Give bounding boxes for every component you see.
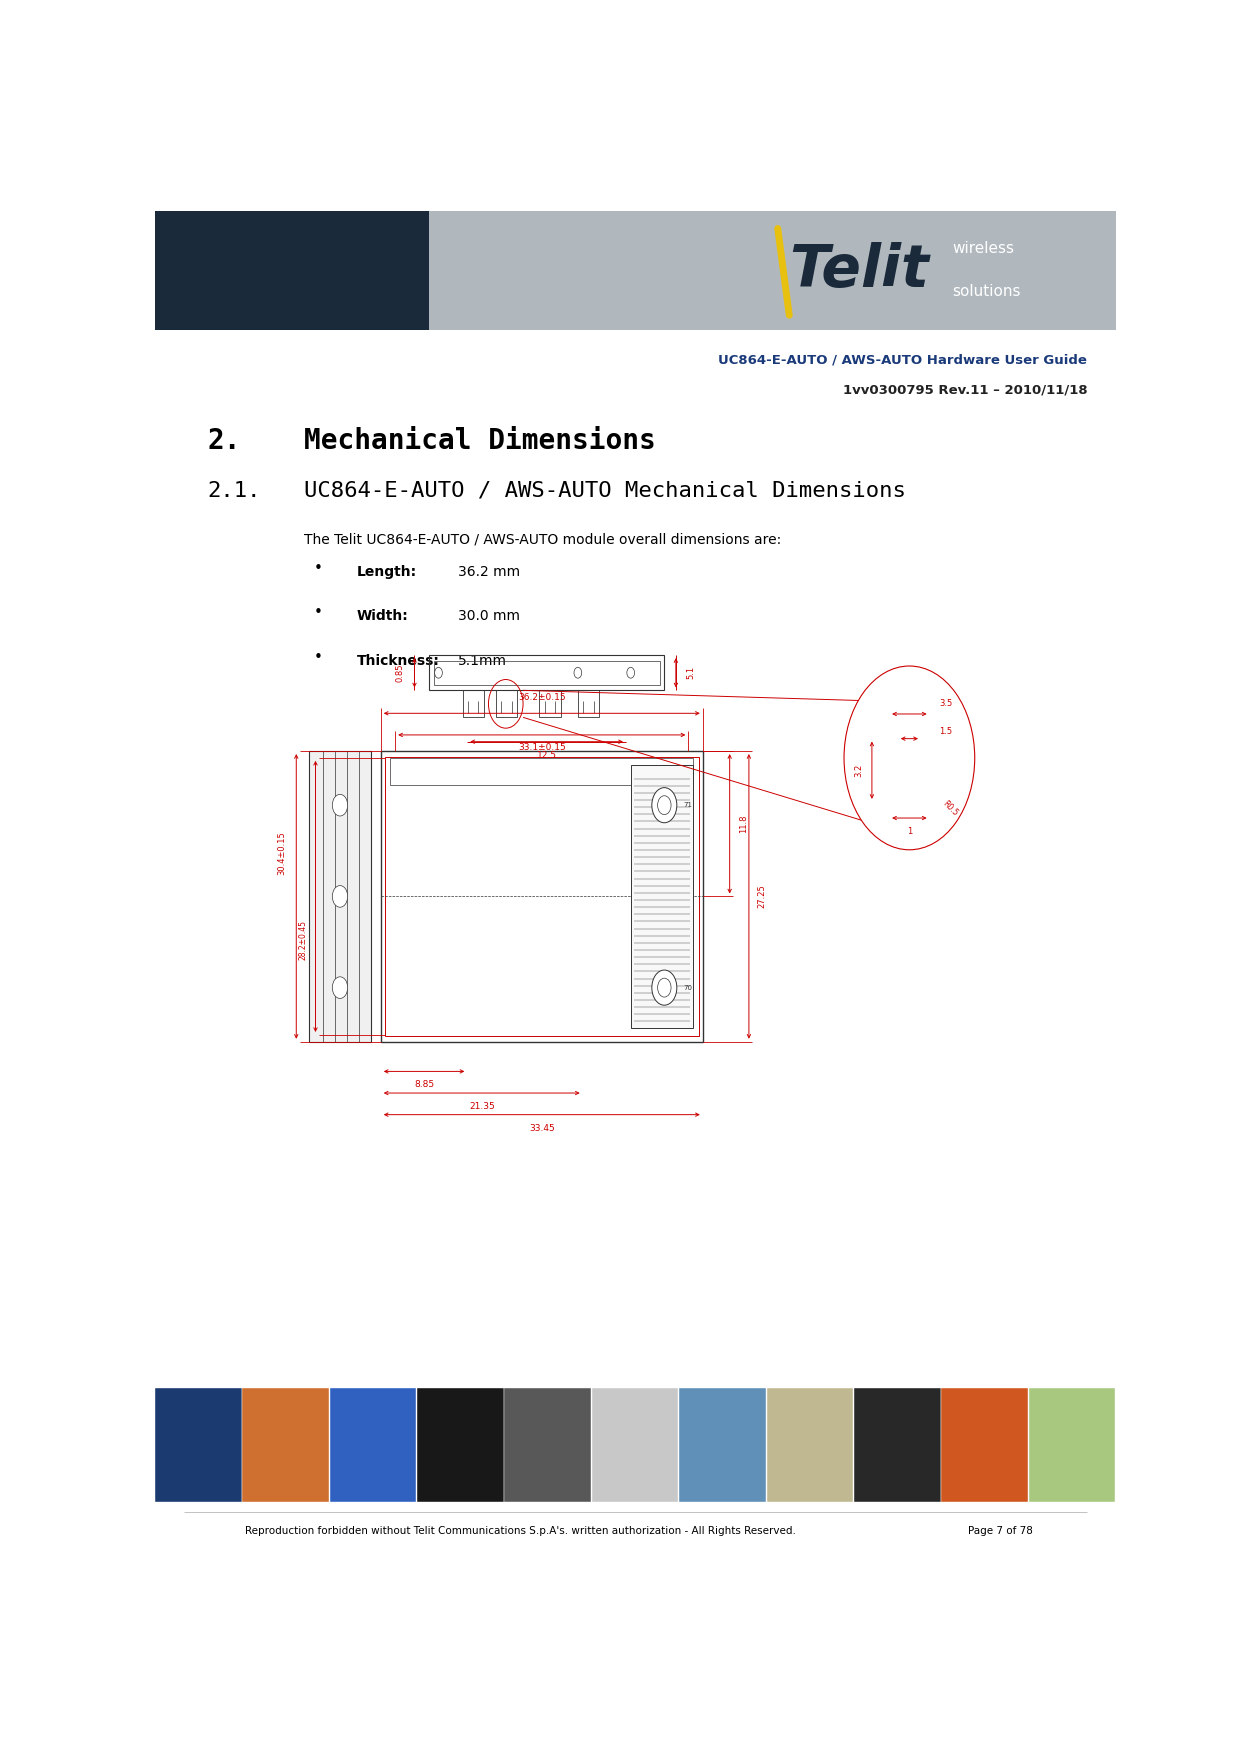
Text: 71: 71: [683, 802, 693, 809]
Bar: [155, 1388, 242, 1502]
Bar: [463, 690, 484, 718]
Text: 5.1mm: 5.1mm: [458, 655, 507, 669]
Text: solutions: solutions: [952, 284, 1021, 298]
Bar: [854, 1388, 940, 1502]
Text: 1.5: 1.5: [940, 727, 952, 737]
Bar: [539, 690, 560, 718]
Text: Width:: Width:: [357, 609, 408, 623]
Text: 3.2: 3.2: [854, 763, 863, 777]
Text: Reproduction forbidden without Telit Communications S.p.A's. written authorizati: Reproduction forbidden without Telit Com…: [244, 1525, 796, 1536]
Bar: [578, 690, 599, 718]
Circle shape: [332, 886, 347, 907]
Text: 1: 1: [906, 827, 911, 835]
Circle shape: [657, 795, 671, 814]
Circle shape: [332, 978, 347, 999]
Text: Length:: Length:: [357, 565, 417, 579]
Bar: [391, 758, 693, 784]
Text: 33.45: 33.45: [529, 1123, 554, 1132]
Text: 2.: 2.: [208, 426, 242, 455]
Text: Thickness:: Thickness:: [357, 655, 440, 669]
Bar: [429, 211, 1116, 330]
Bar: [417, 1388, 503, 1502]
Bar: [429, 655, 665, 690]
Bar: [1029, 1388, 1115, 1502]
Text: 11.8: 11.8: [739, 814, 748, 834]
Circle shape: [332, 795, 347, 816]
Circle shape: [627, 667, 635, 677]
Circle shape: [657, 978, 671, 997]
Text: 28.2±0.45: 28.2±0.45: [299, 920, 308, 960]
Bar: [155, 211, 429, 330]
Bar: [505, 1388, 591, 1502]
Text: 5.1: 5.1: [687, 667, 696, 679]
Text: 36.2±0.15: 36.2±0.15: [518, 693, 565, 702]
Bar: [631, 765, 693, 1028]
Text: 0.85: 0.85: [396, 663, 404, 683]
Text: R0.5: R0.5: [940, 799, 960, 818]
Text: •: •: [314, 649, 322, 665]
Text: 70: 70: [683, 985, 693, 990]
Text: •: •: [314, 605, 322, 620]
Circle shape: [574, 667, 582, 677]
Text: Page 7 of 78: Page 7 of 78: [968, 1525, 1033, 1536]
Text: The Telit UC864-E-AUTO / AWS-AUTO module overall dimensions are:: The Telit UC864-E-AUTO / AWS-AUTO module…: [304, 532, 781, 546]
Text: UC864-E-AUTO / AWS-AUTO Hardware User Guide: UC864-E-AUTO / AWS-AUTO Hardware User Gu…: [718, 355, 1087, 367]
Text: 8.85: 8.85: [414, 1081, 434, 1090]
Text: 36.2 mm: 36.2 mm: [458, 565, 520, 579]
Text: 2.1.: 2.1.: [208, 481, 262, 500]
Bar: [384, 756, 699, 1035]
Bar: [921, 728, 930, 802]
Bar: [330, 1388, 417, 1502]
Circle shape: [435, 667, 443, 677]
Bar: [309, 751, 371, 1042]
Text: Mechanical Dimensions: Mechanical Dimensions: [304, 426, 656, 455]
Bar: [591, 1388, 678, 1502]
Circle shape: [652, 788, 677, 823]
Bar: [242, 1388, 329, 1502]
Text: 27.25: 27.25: [758, 885, 766, 909]
Bar: [766, 1388, 853, 1502]
Text: 1vv0300795 Rev.11 – 2010/11/18: 1vv0300795 Rev.11 – 2010/11/18: [842, 384, 1087, 397]
Text: Telit: Telit: [789, 242, 929, 298]
Text: 3.5: 3.5: [939, 698, 952, 707]
Bar: [889, 728, 930, 735]
Text: 21.35: 21.35: [469, 1102, 495, 1111]
Bar: [381, 751, 703, 1042]
Text: 30.4±0.15: 30.4±0.15: [278, 830, 286, 874]
Bar: [434, 660, 660, 684]
Bar: [680, 1388, 766, 1502]
Text: UC864-E-AUTO / AWS-AUTO Mechanical Dimensions: UC864-E-AUTO / AWS-AUTO Mechanical Dimen…: [304, 481, 906, 500]
Circle shape: [844, 665, 975, 849]
Text: 33.1±0.15: 33.1±0.15: [518, 742, 565, 751]
Text: •: •: [314, 560, 322, 576]
Bar: [496, 690, 517, 718]
Bar: [347, 751, 358, 1042]
Text: 12.5: 12.5: [537, 751, 557, 760]
Circle shape: [652, 971, 677, 1006]
Bar: [324, 751, 335, 1042]
Bar: [889, 728, 898, 802]
Text: wireless: wireless: [952, 240, 1014, 256]
Text: 30.0 mm: 30.0 mm: [458, 609, 520, 623]
Bar: [941, 1388, 1028, 1502]
